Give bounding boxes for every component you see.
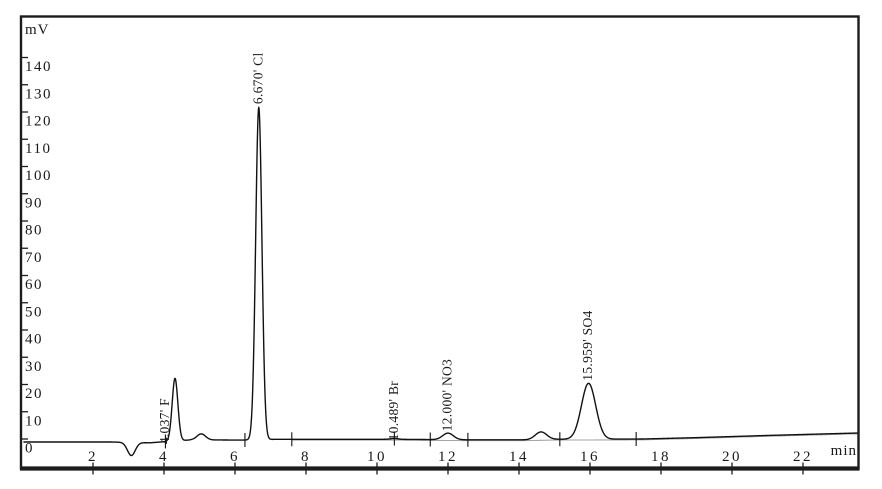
x-tick-label: 14 <box>509 449 529 465</box>
y-tick-label: 10 <box>25 413 43 429</box>
x-tick-label: 8 <box>301 449 311 465</box>
x-tick-label: 18 <box>651 449 671 465</box>
x-tick-label: 2 <box>88 449 98 465</box>
y-tick-label: 120 <box>25 114 52 130</box>
y-tick-label: 140 <box>25 59 52 75</box>
x-tick-label: 6 <box>230 449 240 465</box>
y-axis-unit-label: mV <box>25 22 50 38</box>
y-tick-label: 60 <box>25 277 43 293</box>
y-tick-label: 80 <box>25 223 43 239</box>
x-tick-label: 20 <box>722 449 742 465</box>
x-tick-label: 16 <box>580 449 600 465</box>
y-tick-label: 110 <box>25 141 51 157</box>
peak-label: 12.000' NO3 <box>440 359 455 431</box>
x-tick-label: 10 <box>367 449 387 465</box>
y-tick-label: 50 <box>25 304 43 320</box>
x-axis-unit-label: min <box>831 443 857 459</box>
y-tick-label: 20 <box>25 386 43 402</box>
peak-label: 6.670' Cl <box>250 52 265 104</box>
integration-baseline <box>291 433 858 442</box>
chromatogram-trace <box>23 106 858 457</box>
peak-label: 15.959' SO4 <box>580 310 595 380</box>
y-tick-label: 100 <box>25 168 52 184</box>
y-tick-label: 30 <box>25 359 43 375</box>
y-tick-label: 0 <box>25 441 34 457</box>
peak-label: 4.037' F <box>157 398 172 444</box>
y-tick-label: 70 <box>25 250 43 266</box>
y-tick-label: 90 <box>25 195 43 211</box>
x-tick-label: 12 <box>438 449 458 465</box>
x-tick-label: 22 <box>793 449 813 465</box>
y-tick-label: 130 <box>25 86 52 102</box>
x-tick-label: 4 <box>159 449 169 465</box>
y-tick-label: 40 <box>25 332 43 348</box>
peak-label: 10.489' Br <box>386 381 401 441</box>
